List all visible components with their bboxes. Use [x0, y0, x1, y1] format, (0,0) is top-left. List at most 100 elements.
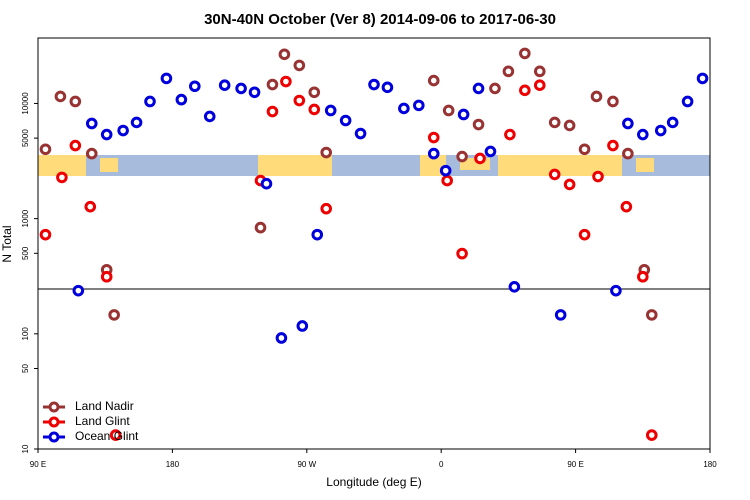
point — [610, 284, 622, 297]
point — [109, 429, 122, 441]
point — [339, 114, 352, 127]
land-band — [498, 155, 622, 176]
point — [439, 164, 452, 177]
point — [622, 147, 634, 160]
point — [578, 228, 591, 241]
legend-label: Land Glint — [75, 414, 130, 428]
y-tick-label: 100 — [21, 327, 30, 341]
point — [260, 177, 273, 190]
point — [275, 332, 288, 344]
point — [563, 119, 576, 132]
point — [654, 124, 667, 137]
point — [280, 75, 292, 88]
point — [144, 95, 156, 108]
point — [489, 82, 501, 95]
point — [69, 95, 82, 108]
point — [457, 108, 470, 121]
point — [85, 117, 98, 130]
x-tick-label: 0 — [439, 460, 444, 469]
point — [427, 147, 440, 160]
point — [607, 95, 619, 108]
point — [508, 280, 521, 293]
point — [296, 320, 309, 332]
chart-title: 30N-40N October (Ver 8) 2014-09-06 to 20… — [204, 11, 556, 28]
point — [203, 110, 216, 123]
land-band — [636, 158, 654, 172]
point — [607, 139, 619, 152]
x-tick-label: 90 E — [567, 460, 583, 469]
point — [54, 90, 67, 103]
point — [381, 81, 394, 94]
point — [681, 95, 694, 108]
point — [235, 82, 247, 95]
point — [189, 80, 201, 93]
point — [130, 116, 143, 129]
point — [254, 221, 267, 234]
point — [472, 118, 485, 131]
y-tick-label: 10 — [21, 444, 30, 453]
point — [519, 84, 531, 97]
point — [293, 59, 306, 72]
point — [533, 65, 546, 78]
point — [484, 145, 497, 158]
point — [590, 90, 603, 103]
legend-marker — [48, 431, 60, 443]
point — [84, 200, 97, 213]
point — [502, 65, 515, 78]
point — [308, 103, 321, 116]
x-tick-label: 90 W — [297, 460, 316, 469]
point — [278, 48, 291, 61]
point — [368, 78, 380, 91]
y-tick-label: 1000 — [21, 209, 30, 227]
legend-label: Land Nadir — [75, 399, 134, 413]
legend-label: Ocean Glint — [75, 429, 139, 443]
point — [218, 79, 231, 92]
point — [645, 429, 658, 441]
point — [548, 116, 561, 129]
point — [324, 104, 337, 117]
point — [472, 82, 485, 95]
map-strip — [38, 155, 710, 176]
point — [108, 309, 120, 321]
point — [398, 102, 410, 115]
x-tick-label: 180 — [166, 460, 180, 469]
point — [320, 202, 333, 215]
point — [100, 128, 113, 141]
point — [666, 116, 679, 129]
point — [548, 168, 561, 181]
point — [637, 270, 649, 283]
point — [39, 143, 52, 156]
y-tick-label: 5000 — [21, 129, 30, 147]
x-tick-label: 180 — [703, 460, 717, 469]
point — [622, 117, 634, 130]
point — [320, 146, 333, 159]
x-axis-label: Longitude (deg E) — [326, 475, 421, 489]
point — [442, 104, 455, 117]
point — [474, 152, 486, 165]
point — [100, 270, 113, 283]
point — [266, 105, 279, 118]
point — [117, 124, 129, 137]
y-axis-label: N Total — [0, 225, 14, 262]
point — [554, 309, 567, 321]
point — [441, 174, 453, 187]
x-tick-label: 90 E — [30, 460, 46, 469]
point — [293, 94, 306, 107]
point — [72, 284, 85, 297]
point — [354, 127, 367, 140]
point — [456, 150, 468, 163]
point — [175, 93, 188, 106]
point — [645, 309, 658, 321]
point — [637, 128, 649, 141]
point — [533, 79, 546, 92]
point — [563, 178, 576, 191]
point — [427, 74, 440, 87]
point — [308, 86, 321, 99]
legend-marker — [48, 401, 60, 413]
land-band — [100, 158, 118, 172]
point — [427, 131, 440, 144]
land-band — [420, 155, 446, 176]
y-tick-label: 50 — [21, 363, 30, 372]
land-band — [38, 155, 86, 176]
